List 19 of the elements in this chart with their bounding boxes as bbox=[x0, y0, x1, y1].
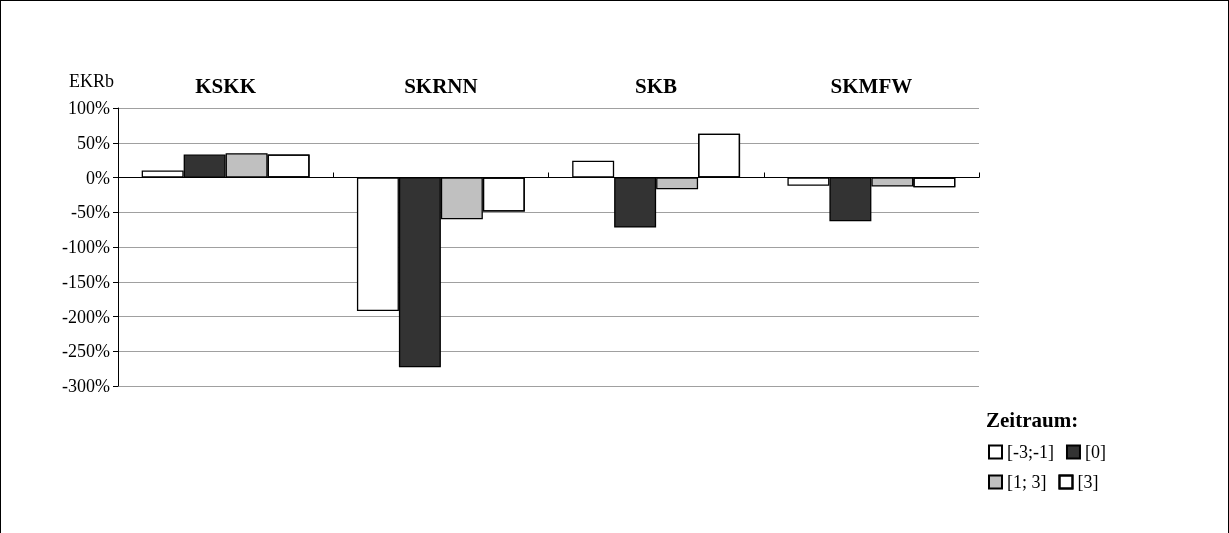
y-tick-label: 50% bbox=[77, 132, 110, 153]
y-tick-label: -250% bbox=[62, 341, 110, 362]
x-tick-label: SKMFW bbox=[830, 73, 913, 98]
legend-label: [3] bbox=[1077, 472, 1099, 492]
x-tick-label: SKRNN bbox=[404, 73, 478, 98]
y-tick-label: 100% bbox=[68, 98, 110, 118]
legend-label: [1; 3] bbox=[1007, 472, 1047, 492]
legend-label: [0] bbox=[1084, 442, 1106, 462]
y-tick-label: -50% bbox=[71, 202, 110, 223]
y-tick-label: -150% bbox=[62, 271, 110, 292]
x-tick-label: SKB bbox=[635, 73, 678, 98]
legend-title: Zeitraum: bbox=[986, 407, 1079, 432]
y-tick-label: -200% bbox=[62, 306, 110, 327]
y-axis-title: EKRb bbox=[69, 71, 114, 91]
y-tick-label: -100% bbox=[62, 237, 110, 257]
legend-label: [-3;-1] bbox=[1007, 442, 1054, 462]
y-tick-label: -300% bbox=[62, 376, 110, 396]
x-tick-label: KSKK bbox=[195, 73, 257, 98]
y-tick-label: 0% bbox=[86, 167, 110, 188]
